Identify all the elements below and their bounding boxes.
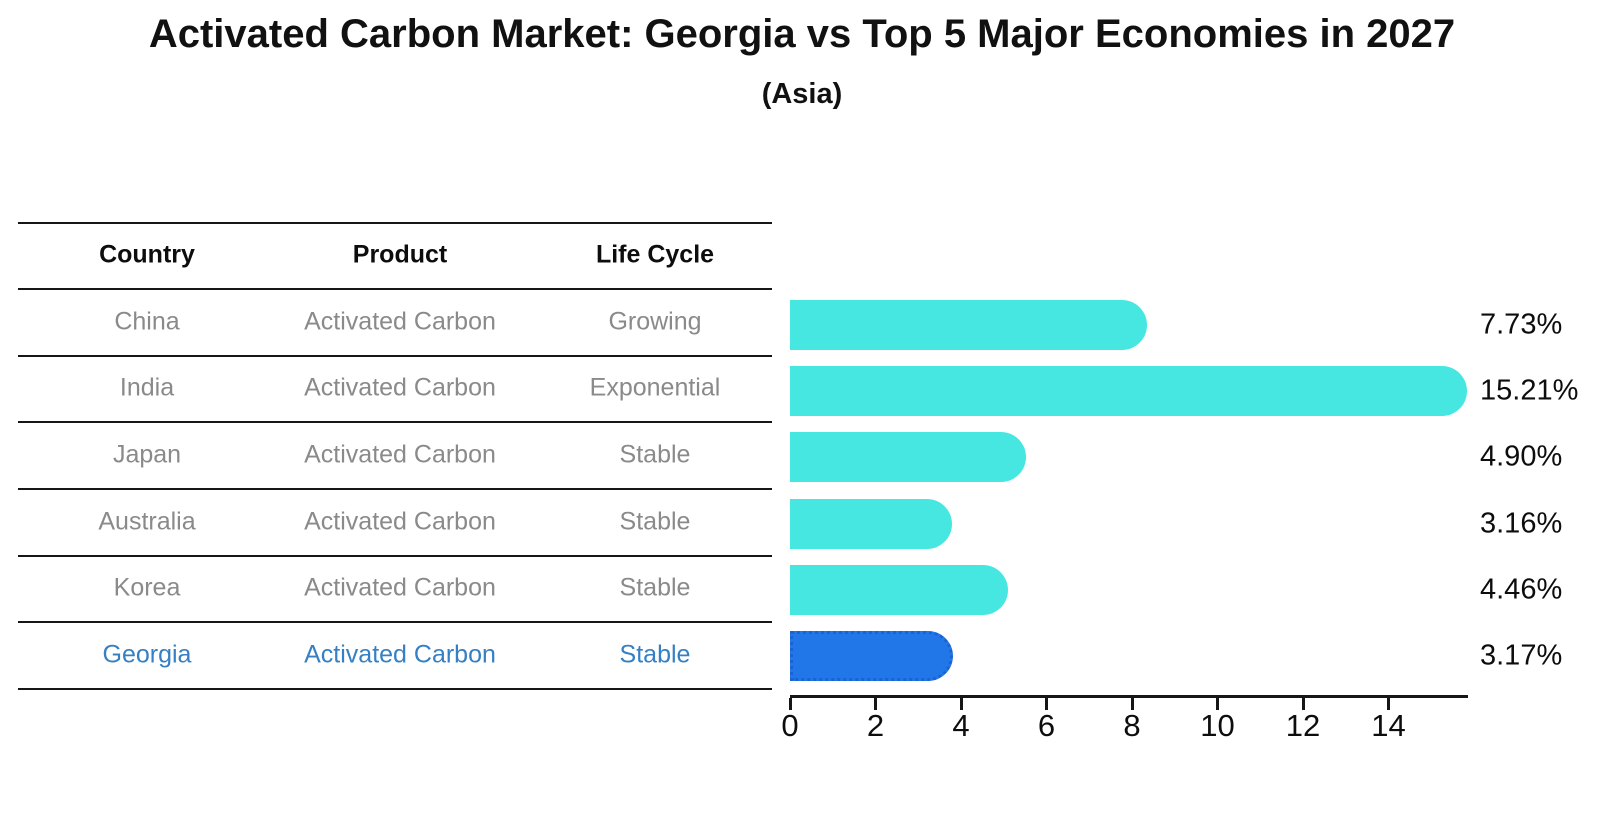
- x-axis-tick-label: 8: [1123, 708, 1141, 743]
- chart-subtitle: (Asia): [761, 78, 843, 110]
- bar-value-label-korea: 4.46%: [1480, 573, 1563, 606]
- x-axis-tick: [874, 698, 877, 710]
- bar-korea: [790, 564, 1008, 615]
- table-cell-life_cycle-japan: Stable: [619, 440, 691, 468]
- x-axis-tick-label: 4: [952, 708, 970, 743]
- table-cell-country-india: India: [119, 373, 175, 402]
- table-cell-country-japan: Japan: [112, 440, 182, 468]
- bar-china: [790, 300, 1148, 350]
- table-header-country: Country: [99, 240, 195, 269]
- bar-georgia: [790, 631, 953, 681]
- x-axis-tick-label: 14: [1371, 708, 1406, 743]
- table-cell-life_cycle-korea: Stable: [619, 573, 691, 602]
- table-row-divider: [18, 621, 772, 623]
- bar-australia: [790, 498, 953, 549]
- table-cell-life_cycle-georgia: Stable: [619, 640, 691, 668]
- table-row-divider: [18, 688, 772, 690]
- table-cell-product-georgia: Activated Carbon: [304, 640, 496, 668]
- table-row-divider: [18, 355, 772, 357]
- table-cell-life_cycle-china: Growing: [608, 307, 702, 335]
- table-cell-product-australia: Activated Carbon: [304, 507, 496, 535]
- x-axis-tick-label: 10: [1200, 708, 1235, 743]
- table-cell-country-korea: Korea: [113, 573, 181, 602]
- bar-value-label-india: 15.21%: [1480, 374, 1579, 407]
- bar-value-label-japan: 4.90%: [1480, 440, 1563, 473]
- table-cell-country-australia: Australia: [98, 507, 196, 535]
- x-axis-tick: [959, 698, 963, 710]
- bar-value-label-china: 7.73%: [1480, 308, 1563, 341]
- table-cell-country-china: China: [114, 307, 180, 335]
- table-cell-product-india: Activated Carbon: [304, 373, 496, 402]
- table-cell-country-georgia: Georgia: [102, 640, 192, 668]
- table-row-divider: [18, 555, 772, 557]
- x-axis-tick: [1301, 698, 1305, 710]
- x-axis-tick: [1216, 698, 1219, 710]
- table-cell-life_cycle-australia: Stable: [619, 507, 691, 535]
- bar-value-label-georgia: 3.17%: [1480, 639, 1563, 672]
- table-row-divider: [18, 421, 772, 423]
- table-header-life-cycle: Life Cycle: [595, 240, 715, 269]
- table-row-divider: [18, 488, 772, 490]
- x-axis-tick-label: 2: [866, 708, 885, 743]
- table-row-divider: [18, 288, 772, 290]
- x-axis-tick-label: 0: [781, 708, 799, 743]
- table-cell-product-korea: Activated Carbon: [304, 573, 496, 602]
- bar-value-label-australia: 3.16%: [1480, 507, 1563, 540]
- x-axis-tick: [1045, 698, 1048, 710]
- x-axis-tick: [1130, 698, 1134, 710]
- x-axis-tick-label: 12: [1285, 708, 1321, 743]
- table-header-product: Product: [352, 240, 448, 269]
- table-row-divider: [18, 222, 772, 224]
- table-cell-life_cycle-india: Exponential: [589, 373, 721, 402]
- x-axis-tick: [788, 698, 792, 710]
- x-axis-tick: [1387, 698, 1390, 710]
- x-axis-line: [790, 695, 1468, 698]
- table-cell-product-japan: Activated Carbon: [304, 440, 496, 468]
- x-axis-tick-label: 6: [1037, 708, 1056, 743]
- table-cell-product-china: Activated Carbon: [304, 307, 496, 335]
- bar-india: [790, 366, 1468, 417]
- chart-title: Activated Carbon Market: Georgia vs Top …: [148, 12, 1456, 56]
- bar-japan: [790, 432, 1027, 483]
